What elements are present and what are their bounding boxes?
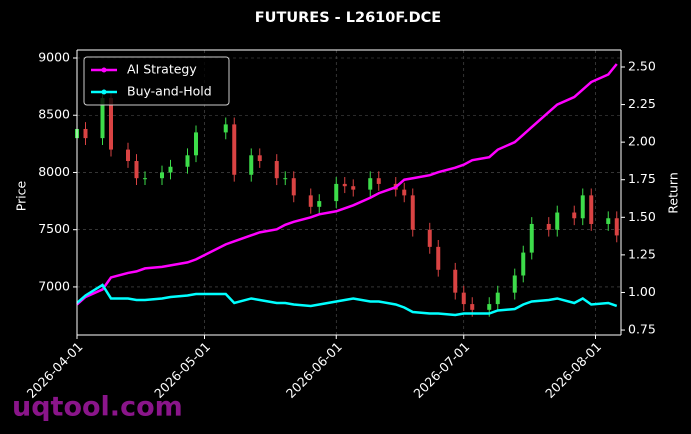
- candle-body: [194, 132, 198, 156]
- y2-tick-label: 2.50: [628, 58, 656, 73]
- candle-body: [317, 201, 322, 207]
- candle-body: [257, 155, 262, 162]
- candle-body: [487, 304, 492, 310]
- y2-tick-label: 1.25: [628, 246, 656, 261]
- candle-body: [453, 269, 458, 293]
- y-tick-label: 8500: [38, 107, 70, 122]
- y2-tick-label: 1.00: [628, 284, 656, 299]
- candle-body: [168, 166, 173, 173]
- candle-body: [143, 178, 147, 180]
- candle-body: [232, 124, 237, 175]
- candle-body: [529, 223, 534, 253]
- legend-box: [83, 56, 230, 106]
- y2-axis-label: Return: [666, 172, 681, 213]
- y-tick-label: 7000: [38, 278, 70, 293]
- candle-body: [521, 252, 526, 276]
- candle-body: [223, 124, 228, 133]
- candle-body: [249, 155, 254, 175]
- legend-label: AI Strategy: [127, 62, 197, 77]
- candle-body: [410, 195, 415, 230]
- y-tick-label: 9000: [38, 50, 70, 65]
- candle-body: [614, 218, 619, 236]
- y-axis-label: Price: [14, 180, 29, 211]
- candle-body: [606, 218, 611, 224]
- candle-body: [342, 183, 347, 187]
- candle-body: [134, 161, 139, 179]
- y2-tick-label: 1.75: [628, 171, 656, 186]
- watermark: uqtool.com: [12, 392, 183, 423]
- y2-tick-label: 2.25: [628, 96, 656, 111]
- candle-body: [572, 212, 577, 219]
- chart-title: FUTURES - L2610F.DCE: [255, 10, 441, 26]
- y2-tick-label: 0.75: [628, 322, 656, 337]
- series-line: [76, 283, 618, 317]
- candle-body: [589, 195, 594, 224]
- y2-tick-label: 2.00: [628, 134, 656, 149]
- candle-body: [109, 98, 113, 150]
- candle-body: [291, 178, 296, 196]
- candle-body: [185, 155, 190, 167]
- candle-body: [376, 178, 381, 184]
- y-tick-label: 8000: [38, 164, 70, 179]
- candle-body: [274, 161, 279, 179]
- candle-body: [402, 189, 407, 196]
- candle-body: [126, 149, 130, 162]
- candle-body: [283, 178, 288, 180]
- candle-body: [100, 98, 105, 139]
- candle-body: [461, 292, 466, 305]
- candle-body: [546, 223, 551, 230]
- candle-body: [580, 195, 585, 219]
- candle-body: [495, 292, 500, 305]
- y-tick-label: 7500: [38, 221, 70, 236]
- candle-body: [555, 212, 560, 230]
- legend-label: Buy-and-Hold: [127, 84, 212, 99]
- candle-body: [368, 178, 373, 190]
- candle-body: [427, 229, 432, 247]
- y2-tick-label: 1.50: [628, 209, 656, 224]
- candle-body: [512, 275, 517, 293]
- legend-marker: [101, 67, 107, 73]
- candle-body: [160, 172, 164, 179]
- candle-body: [83, 128, 88, 139]
- candle-body: [334, 183, 339, 202]
- candle-body: [308, 195, 313, 207]
- series-line: [76, 63, 618, 306]
- candle-body: [351, 186, 356, 190]
- candle-body: [470, 304, 475, 310]
- candle-body: [436, 246, 441, 270]
- legend-marker: [101, 89, 107, 95]
